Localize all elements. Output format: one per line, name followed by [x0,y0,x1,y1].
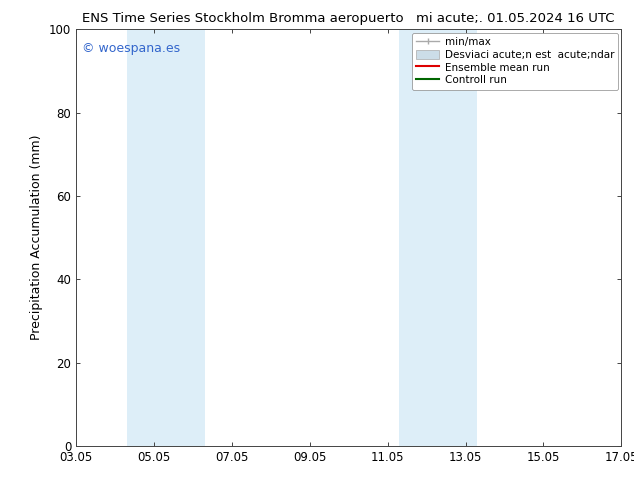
Y-axis label: Precipitation Accumulation (mm): Precipitation Accumulation (mm) [30,135,43,341]
Legend: min/max, Desviaci acute;n est  acute;ndar, Ensemble mean run, Controll run: min/max, Desviaci acute;n est acute;ndar… [412,32,618,90]
Text: ENS Time Series Stockholm Bromma aeropuerto: ENS Time Series Stockholm Bromma aeropue… [82,12,404,25]
Bar [399,29,477,446]
Bar [127,29,205,446]
Text: mi acute;. 01.05.2024 16 UTC: mi acute;. 01.05.2024 16 UTC [417,12,615,25]
Text: © woespana.es: © woespana.es [82,42,179,55]
